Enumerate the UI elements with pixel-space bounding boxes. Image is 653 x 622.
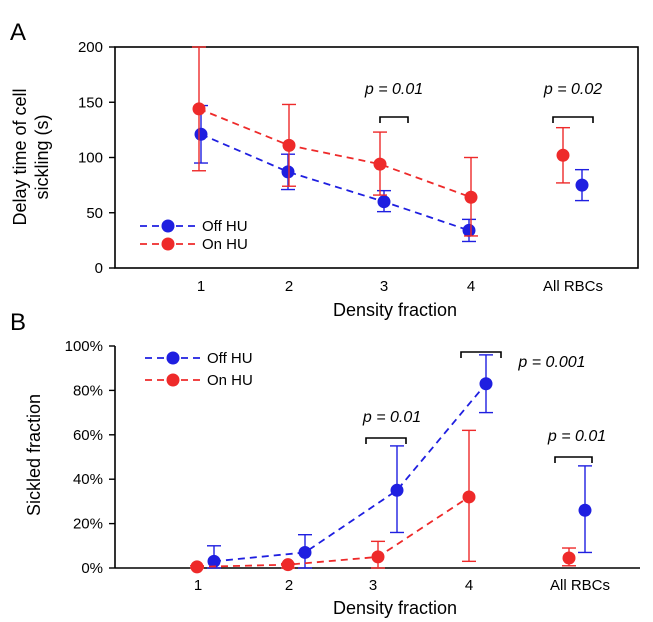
panel-b-x-axis-title: Density fraction	[333, 598, 457, 618]
on-hu-point	[281, 558, 295, 572]
panel-a-x-axis-title: Density fraction	[333, 300, 457, 320]
significance-bracket	[379, 116, 409, 123]
off-hu-point	[462, 223, 476, 237]
off-hu-legend-label: Off HU	[202, 218, 248, 235]
on-hu-legend-label: On HU	[202, 236, 248, 253]
y-tick-label: 20%	[73, 516, 103, 533]
y-tick-label: 100	[78, 150, 103, 167]
x-tick-label: All RBCs	[543, 278, 603, 295]
panel-a-x-ticks: 1 2 3 4 All RBCs	[197, 278, 603, 295]
y-tick-label: 80%	[73, 382, 103, 399]
y-tick-label: 50	[86, 205, 103, 222]
panel-a-label: A	[10, 19, 26, 46]
panel-a-series	[192, 46, 589, 243]
on-hu-trend-line	[196, 496, 470, 568]
y-tick-label: 150	[78, 94, 103, 111]
panel-a-y-axis-title: Delay time of cell sickling (s)	[10, 88, 52, 225]
significance-bracket	[365, 437, 407, 444]
off-hu-point	[390, 483, 404, 497]
panel-b-annotations: p = 0.01 p = 0.001 p = 0.01	[362, 351, 606, 463]
y-tick-label: 200	[78, 39, 103, 56]
on-hu-point	[371, 550, 385, 564]
on-hu-point	[556, 148, 570, 162]
off-hu-point	[578, 503, 592, 517]
on-hu-legend-label: On HU	[207, 372, 253, 389]
significance-bracket	[554, 456, 593, 463]
on-hu-legend-marker	[166, 373, 180, 387]
off-hu-legend-marker	[166, 351, 180, 365]
p-value-label: p = 0.001	[517, 354, 585, 371]
x-tick-label: 2	[285, 577, 293, 594]
on-hu-legend-marker	[161, 237, 175, 251]
off-hu-legend-label: Off HU	[207, 350, 253, 367]
on-hu-trend-line	[198, 108, 472, 199]
panel-b-y-axis-title: Sickled fraction	[24, 394, 44, 516]
x-tick-label: 1	[197, 278, 205, 295]
x-tick-label: 3	[380, 278, 388, 295]
x-tick-label: 3	[369, 577, 377, 594]
x-tick-label: 2	[285, 278, 293, 295]
x-tick-label: 1	[194, 577, 202, 594]
panel-a-y-ticks: 0 50 100 150 200	[78, 39, 115, 277]
y-tick-label: 100%	[65, 338, 103, 355]
on-hu-point	[190, 560, 204, 574]
panel-a-y-title-line1: Delay time of cell	[10, 88, 30, 225]
x-tick-label: 4	[465, 577, 473, 594]
on-hu-point	[282, 138, 296, 152]
significance-bracket	[552, 116, 594, 123]
x-tick-label: All RBCs	[550, 577, 610, 594]
panel-b-series	[190, 354, 592, 574]
y-tick-label: 0	[95, 260, 103, 277]
off-hu-point	[479, 377, 493, 391]
p-value-label: p = 0.02	[543, 81, 602, 98]
on-hu-point	[562, 551, 576, 565]
off-hu-point	[194, 127, 208, 141]
y-tick-label: 60%	[73, 427, 103, 444]
panel-a-y-title-line2: sickling (s)	[32, 114, 52, 199]
p-value-label: p = 0.01	[364, 81, 423, 98]
x-tick-label: 4	[467, 278, 475, 295]
off-hu-trend-line	[213, 383, 487, 563]
off-hu-point	[207, 554, 221, 568]
p-value-label: p = 0.01	[547, 428, 606, 445]
panel-a-annotations: p = 0.01 p = 0.02	[364, 81, 602, 123]
panel-b-legend: Off HU On HU	[145, 350, 253, 389]
y-tick-label: 0%	[81, 560, 103, 577]
off-hu-trend-line	[200, 133, 470, 232]
panel-b-chart: B 0% 20% 40% 60% 80% 100% 1 2 3 4 All RBCs p = 0.…	[10, 309, 640, 618]
off-hu-point	[575, 178, 589, 192]
on-hu-point	[192, 102, 206, 116]
panel-b-label: B	[10, 309, 26, 336]
on-hu-point	[462, 490, 476, 504]
y-tick-label: 40%	[73, 471, 103, 488]
panel-b-y-ticks: 0% 20% 40% 60% 80% 100%	[65, 338, 115, 577]
on-hu-point	[464, 190, 478, 204]
off-hu-legend-marker	[161, 219, 175, 233]
significance-bracket	[460, 351, 502, 358]
off-hu-point	[377, 195, 391, 209]
off-hu-point	[298, 545, 312, 559]
panel-b-x-ticks: 1 2 3 4 All RBCs	[194, 577, 610, 594]
on-hu-point	[373, 157, 387, 171]
p-value-label: p = 0.01	[362, 409, 421, 426]
off-hu-point	[281, 165, 295, 179]
